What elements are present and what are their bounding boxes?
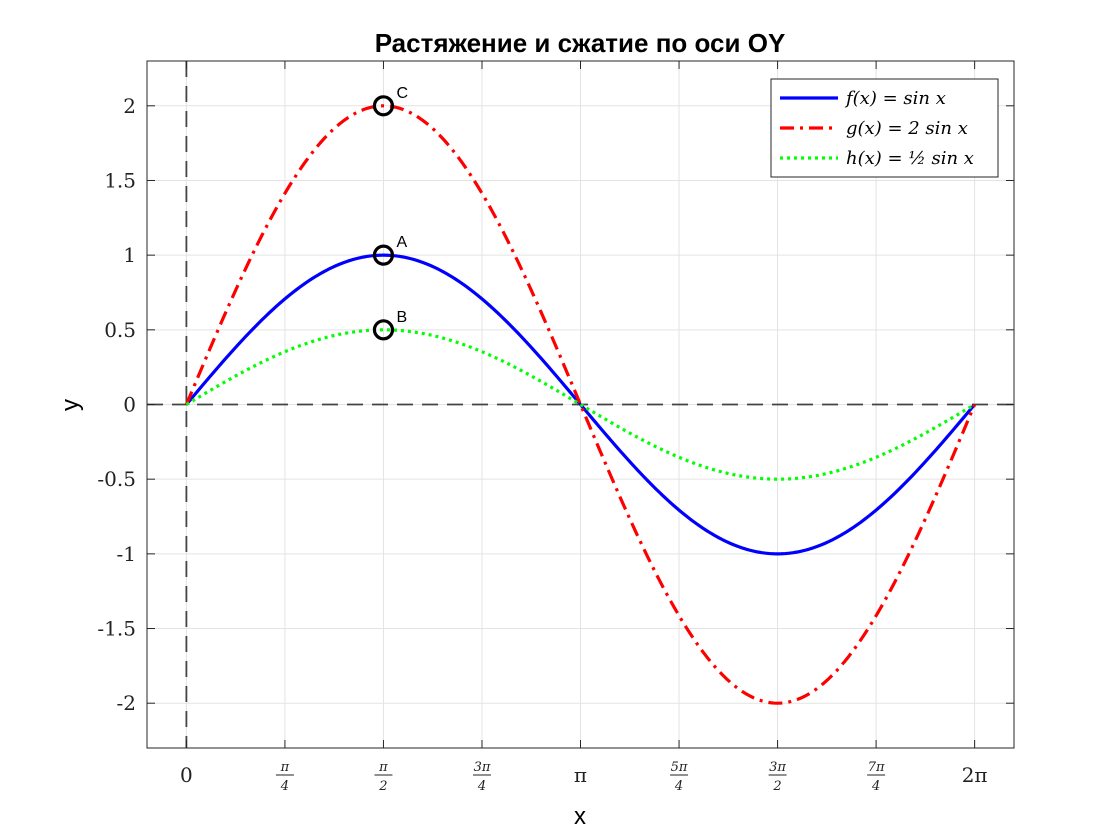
x-tick-label-num-7: 7π [868, 760, 885, 775]
x-tick-label-num-2: π [378, 760, 388, 775]
legend-label-2: h(x) = ½ sin x [846, 148, 974, 169]
x-tick-label-den-5: 4 [674, 779, 683, 794]
y-tick-label-2: 1 [123, 243, 136, 267]
x-tick-label-num-3: 3π [474, 760, 491, 775]
x-tick-label-8: 2π [962, 763, 988, 787]
series-line-0 [185, 253, 976, 556]
annotation-label-A: A [396, 234, 407, 251]
series-line-1 [184, 104, 977, 705]
x-tick-label-4: π [574, 763, 587, 787]
x-tick-label-den-2: 2 [378, 779, 387, 794]
y-tick-label-4: 0 [123, 393, 136, 417]
series-line-2 [185, 328, 976, 481]
chart-title: Растяжение и сжатие по оси OY [375, 28, 786, 58]
marker-A [372, 244, 395, 266]
x-tick-label-den-7: 4 [871, 779, 880, 794]
marker-B [372, 319, 395, 341]
annotation-label-B: B [396, 309, 407, 326]
legend-box [770, 78, 999, 178]
y-tick-label-8: -2 [117, 691, 136, 715]
annotations: C A B [372, 85, 408, 341]
y-ticks: 2 1.5 1 0.5 0 -0.5 -1 -1.5 -2 [97, 94, 1014, 715]
x-tick-label-0: 0 [180, 763, 193, 787]
legend-label-0: f(x) = sin x [844, 88, 946, 109]
x-axis-label: x [574, 803, 586, 830]
legend-label-1: g(x) = 2 sin x [846, 118, 968, 139]
y-tick-label-7: -1.5 [97, 617, 136, 641]
y-tick-label-1: 1.5 [104, 168, 136, 192]
y-axis-label: y [57, 399, 84, 411]
x-tick-label-den-6: 2 [772, 779, 781, 794]
x-tick-label-num-1: π [280, 760, 290, 775]
x-tick-label-den-3: 4 [477, 779, 486, 794]
y-tick-label-0: 2 [123, 94, 136, 118]
y-tick-label-5: -0.5 [97, 467, 136, 491]
x-ticks: 0 π 4 π 2 3π 4 π 5π 4 3π 2 7π 4 2π [180, 61, 988, 794]
x-tick-label-den-1: 4 [280, 779, 289, 794]
x-tick-label-num-5: 5π [671, 760, 688, 775]
y-tick-label-3: 0.5 [104, 318, 136, 342]
y-tick-label-6: -1 [117, 542, 136, 566]
annotation-label-C: C [396, 85, 408, 102]
x-tick-label-num-6: 3π [769, 760, 786, 775]
legend: f(x) = sin x g(x) = 2 sin x h(x) = ½ sin x [770, 78, 999, 178]
marker-C [372, 95, 395, 117]
series-group [184, 104, 977, 705]
